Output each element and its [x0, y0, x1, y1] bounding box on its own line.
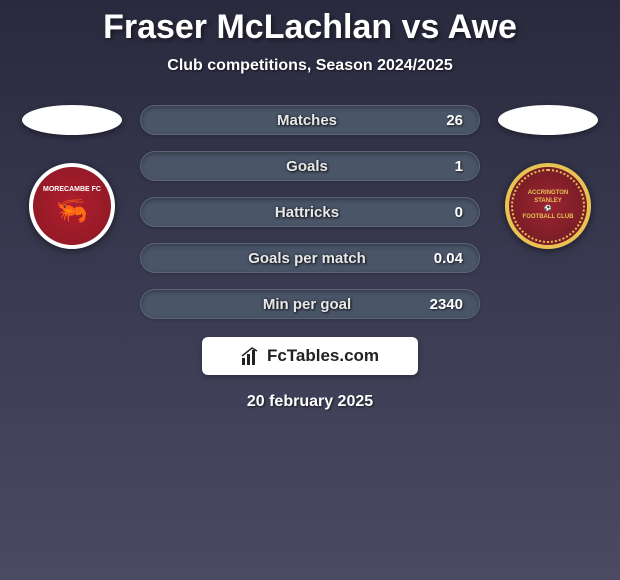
chart-icon	[241, 346, 261, 366]
page-title: Fraser McLachlan vs Awe	[0, 0, 620, 47]
left-club-badge-inner: MORECAMBE FC🦐	[43, 186, 101, 226]
stat-label: Goals per match	[197, 250, 417, 267]
fctables-logo[interactable]: FcTables.com	[202, 337, 418, 375]
stat-value: 26	[417, 112, 463, 129]
stat-value: 2340	[417, 296, 463, 313]
right-club-badge: ACCRINGTONSTANLEY⚽FOOTBALL CLUB	[505, 163, 591, 249]
stat-label: Matches	[197, 112, 417, 129]
right-club-badge-inner: ACCRINGTONSTANLEY⚽FOOTBALL CLUB	[523, 190, 574, 221]
subtitle: Club competitions, Season 2024/2025	[0, 57, 620, 75]
stat-label: Min per goal	[197, 296, 417, 313]
stat-row-gpm: Goals per match 0.04	[140, 243, 480, 273]
left-side: MORECAMBE FC🦐	[22, 105, 122, 249]
right-side: ACCRINGTONSTANLEY⚽FOOTBALL CLUB	[498, 105, 598, 249]
left-oval-placeholder	[22, 105, 122, 135]
date-text: 20 february 2025	[0, 393, 620, 411]
stat-value: 1	[417, 158, 463, 175]
comparison-content: MORECAMBE FC🦐 Matches 26 Goals 1 Hattric…	[0, 105, 620, 319]
stat-value: 0.04	[417, 250, 463, 267]
stat-value: 0	[417, 204, 463, 221]
stat-row-goals: Goals 1	[140, 151, 480, 181]
stat-label: Goals	[197, 158, 417, 175]
logo-text: FcTables.com	[267, 346, 379, 366]
stat-row-mpg: Min per goal 2340	[140, 289, 480, 319]
stats-bars: Matches 26 Goals 1 Hattricks 0 Goals per…	[140, 105, 480, 319]
left-club-badge: MORECAMBE FC🦐	[29, 163, 115, 249]
stat-row-matches: Matches 26	[140, 105, 480, 135]
stat-label: Hattricks	[197, 204, 417, 221]
right-oval-placeholder	[498, 105, 598, 135]
stat-row-hattricks: Hattricks 0	[140, 197, 480, 227]
